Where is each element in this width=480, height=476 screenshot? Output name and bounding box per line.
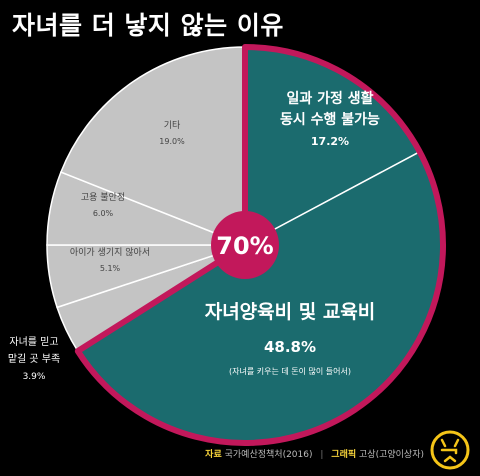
slice-value-4: 6.0%: [93, 209, 114, 218]
slice-label-5-0: 기타: [164, 120, 181, 131]
slice-label-2-1: 맡길 곳 부족: [8, 352, 60, 365]
slice-value-5: 19.0%: [159, 137, 185, 146]
graphic-value: 고상(고양이상자): [359, 450, 424, 460]
slice-value-2: 3.9%: [23, 372, 46, 382]
center-label: 70%: [216, 232, 273, 260]
center-circle: [211, 211, 279, 279]
slice-note-1: (자녀를 키우는 데 돈이 많이 들어서): [229, 366, 351, 376]
cat-logo-icon: [430, 430, 470, 470]
slice-value-3: 5.1%: [100, 264, 121, 273]
credit-separator: |: [320, 450, 324, 460]
slice-label-4-0: 고용 불안정: [81, 192, 125, 203]
credit-line: 자료 국가예산정책처(2016) | 그래픽 고상(고양이상자): [205, 447, 424, 460]
highlight-outline: [74, 44, 446, 446]
slice-label-3-0: 아이가 생기지 않아서: [70, 247, 150, 258]
page-title: 자녀를 더 낳지 않는 이유: [12, 11, 284, 40]
slice-label-0-0: 일과 가정 생활: [286, 90, 373, 107]
slice-label-1-0: 자녀양육비 및 교육비: [205, 301, 376, 323]
slice-label-0-1: 동시 수행 불가능: [280, 112, 380, 128]
pie-slice-5: [59, 46, 246, 247]
source-key: 자료: [205, 450, 222, 460]
graphic-key: 그래픽: [331, 450, 357, 460]
slice-label-2-0: 자녀를 믿고: [9, 336, 58, 348]
slice-value-0: 17.2%: [311, 135, 349, 148]
source-value: 국가예산정책처(2016): [224, 450, 313, 460]
slice-value-1: 48.8%: [264, 338, 316, 356]
